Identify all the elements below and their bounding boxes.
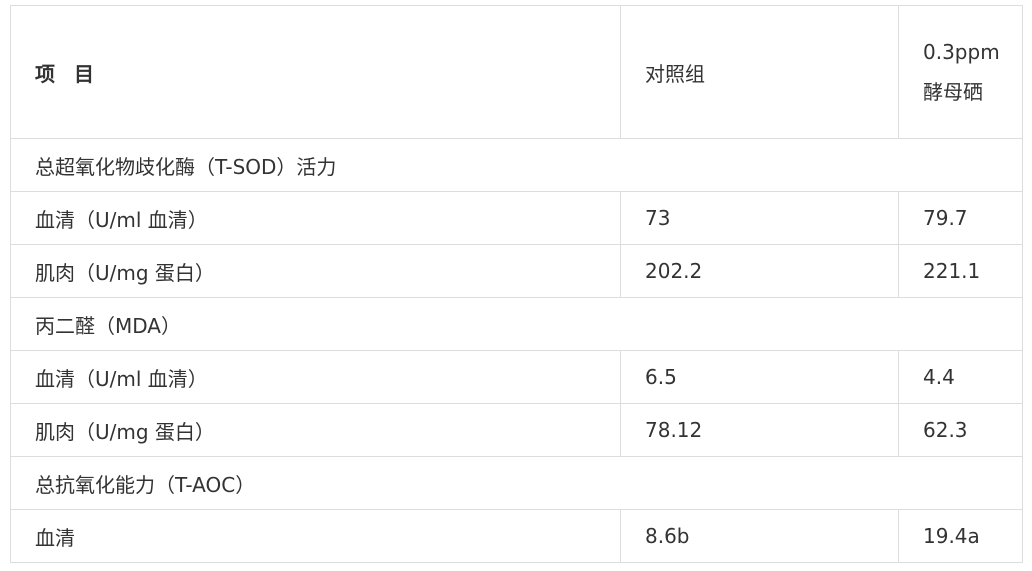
control-value: 78.12 xyxy=(620,403,899,457)
header-item-label: 项 目 xyxy=(35,61,100,86)
section-row: 总超氧化物歧化酶（T-SOD）活力 xyxy=(10,138,1023,192)
table-row: 血清 8.6b 19.4a xyxy=(10,509,1023,563)
row-label: 肌肉（U/mg 蛋白） xyxy=(10,403,621,457)
control-value: 73 xyxy=(620,191,899,245)
section-row: 丙二醛（MDA） xyxy=(10,297,1023,351)
header-item: 项 目 xyxy=(10,5,621,139)
header-selenium: 0.3ppm酵母硒 xyxy=(898,5,1023,139)
selenium-value: 62.3 xyxy=(898,403,1023,457)
row-label: 血清（U/ml 血清） xyxy=(10,350,621,404)
control-value: 6.5 xyxy=(620,350,899,404)
row-label: 肌肉（U/mg 蛋白） xyxy=(10,244,621,298)
row-label: 血清 xyxy=(10,509,621,563)
table-row: 肌肉（U/mg 蛋白） 78.12 62.3 xyxy=(10,403,1023,457)
section-label: 总抗氧化能力（T-AOC） xyxy=(10,456,1023,510)
selenium-value: 4.4 xyxy=(898,350,1023,404)
section-row: 总抗氧化能力（T-AOC） xyxy=(10,456,1023,510)
section-label: 丙二醛（MDA） xyxy=(10,297,1023,351)
section-label: 总超氧化物歧化酶（T-SOD）活力 xyxy=(10,138,1023,192)
table-row: 血清（U/ml 血清） 6.5 4.4 xyxy=(10,350,1023,404)
table-row: 血清（U/ml 血清） 73 79.7 xyxy=(10,191,1023,245)
row-label: 血清（U/ml 血清） xyxy=(10,191,621,245)
control-value: 8.6b xyxy=(620,509,899,563)
table-row: 肌肉（U/mg 蛋白） 202.2 221.1 xyxy=(10,244,1023,298)
header-row: 项 目 对照组 0.3ppm酵母硒 xyxy=(10,5,1023,139)
header-control: 对照组 xyxy=(620,5,899,139)
control-value: 202.2 xyxy=(620,244,899,298)
selenium-value: 19.4a xyxy=(898,509,1023,563)
selenium-value: 79.7 xyxy=(898,191,1023,245)
data-table: 项 目 对照组 0.3ppm酵母硒 总超氧化物歧化酶（T-SOD）活力 血清（U… xyxy=(10,5,1023,563)
selenium-value: 221.1 xyxy=(898,244,1023,298)
